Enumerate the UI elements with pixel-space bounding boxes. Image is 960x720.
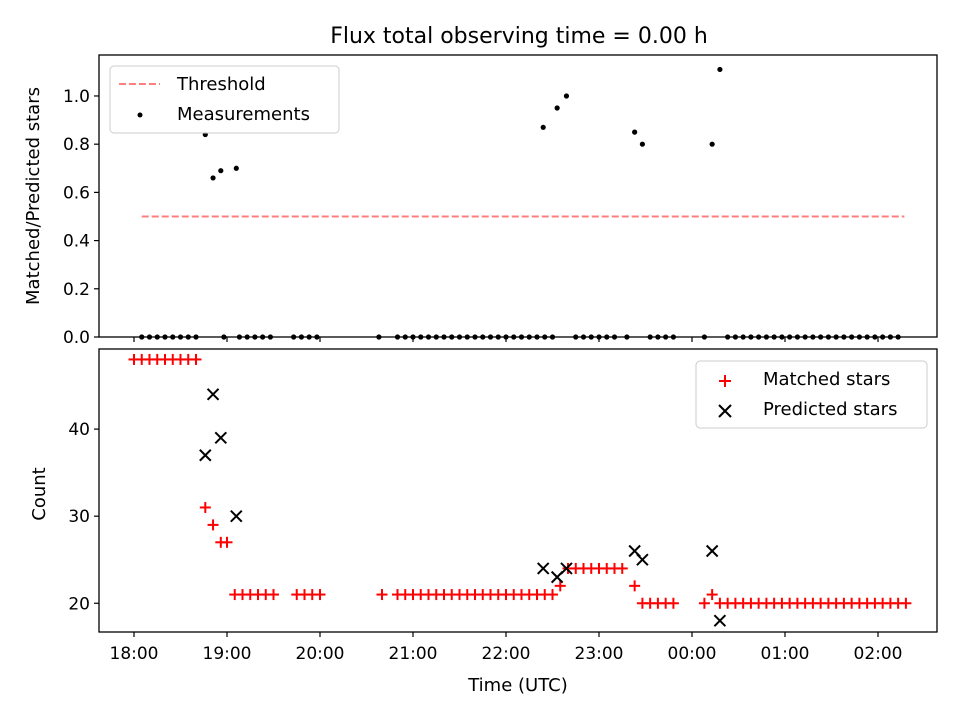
matched-stars-point xyxy=(376,589,388,601)
top-axes-frame xyxy=(98,54,938,338)
predicted-stars-point xyxy=(636,553,649,566)
bottom-x-ticks: 18:00 19:00 20:00 21:00 22:00 23:00 00:00 01:00… xyxy=(110,632,903,664)
bottom-x-tick-label: 20:00 xyxy=(296,644,345,664)
top-legend-box xyxy=(109,65,340,134)
legend-matched-label: Matched stars xyxy=(763,369,890,390)
top-y-tick-label: 0.8 xyxy=(63,135,90,155)
matched-stars-point xyxy=(221,536,233,548)
predicted-stars-point xyxy=(560,562,573,575)
bottom-y-tick-label: 30 xyxy=(68,507,90,527)
measurement-point xyxy=(639,141,646,147)
measurement-point xyxy=(563,93,570,99)
bottom-x-tick-label: 22:00 xyxy=(482,644,531,664)
bottom-x-tick-label: 01:00 xyxy=(761,644,810,664)
measurement-point xyxy=(218,168,224,174)
bottom-legend-box xyxy=(695,360,928,429)
bottom-legend: Matched stars Predicted stars xyxy=(695,360,928,429)
bottom-panel: 20 30 40 18:00 19:00 20:00 21:00 22:00 23:00 00:… xyxy=(29,348,938,696)
top-y-tick-label: 1.0 xyxy=(63,87,90,107)
predicted-stars-point xyxy=(230,509,243,523)
matched-stars-point xyxy=(268,589,279,601)
legend-measurements-label: Measurements xyxy=(177,104,310,125)
measurement-point xyxy=(709,141,715,147)
bottom-x-tick-label: 19:00 xyxy=(203,644,252,664)
measurement-point xyxy=(632,129,638,135)
predicted-stars-point xyxy=(536,562,550,575)
matched-stars-point xyxy=(547,589,558,601)
predicted-stars-point xyxy=(214,431,228,445)
legend-measurements-swatch xyxy=(137,112,143,118)
top-legend: Threshold Measurements xyxy=(109,65,340,134)
measurement-point xyxy=(210,175,216,181)
matched-stars-point xyxy=(900,597,912,609)
matched-stars-point xyxy=(698,597,710,609)
bottom-y-axis-label: Count xyxy=(29,467,50,520)
predicted-stars-point xyxy=(199,449,212,462)
top-y-tick-label: 0.4 xyxy=(63,232,90,252)
matched-stars-point xyxy=(199,501,211,513)
legend-predicted-swatch xyxy=(718,404,732,418)
bottom-x-tick-label: 18:00 xyxy=(110,644,159,664)
bottom-x-tick-label: 21:00 xyxy=(389,644,438,664)
measurement-point xyxy=(717,66,723,73)
bottom-plot-area xyxy=(128,353,912,627)
top-y-ticks: 0.0 0.2 0.4 0.6 0.8 1.0 xyxy=(63,87,99,348)
chart-title: Flux total observing time = 0.00 h xyxy=(330,24,708,49)
matched-stars-point xyxy=(207,519,219,531)
matched-stars-point xyxy=(314,589,326,601)
legend-matched-swatch xyxy=(719,375,731,387)
matched-stars-point xyxy=(554,580,566,592)
bottom-x-tick-label: 02:00 xyxy=(854,644,903,664)
measurement-point xyxy=(540,124,546,130)
top-y-axis-label: Matched/Predicted stars xyxy=(23,87,44,305)
predicted-stars-point xyxy=(206,388,220,401)
bottom-axes-frame xyxy=(98,348,938,633)
measurement-point xyxy=(554,105,560,111)
matched-stars-point xyxy=(706,589,718,601)
top-y-tick-label: 0.2 xyxy=(63,280,90,300)
top-y-tick-label: 0.0 xyxy=(63,328,90,348)
bottom-y-ticks: 20 30 40 xyxy=(68,420,99,614)
bottom-x-tick-label: 23:00 xyxy=(575,644,624,664)
predicted-stars-point xyxy=(705,544,719,558)
matched-stars-point xyxy=(190,353,202,365)
top-y-tick-label: 0.6 xyxy=(63,183,90,203)
legend-threshold-label: Threshold xyxy=(176,74,266,95)
matched-stars-point xyxy=(629,580,641,592)
bottom-y-tick-label: 20 xyxy=(68,594,90,614)
matched-stars-point xyxy=(667,597,679,609)
top-panel: Flux total observing time = 0.00 h 0.00.… xyxy=(23,24,938,348)
measurement-point xyxy=(233,165,239,171)
legend-predicted-label: Predicted stars xyxy=(763,399,897,420)
bottom-x-tick-label: 00:00 xyxy=(668,644,717,664)
matched-stars-point xyxy=(616,562,628,574)
predicted-stars-point xyxy=(713,614,727,627)
x-axis-label: Time (UTC) xyxy=(467,675,568,696)
bottom-y-tick-label: 40 xyxy=(68,420,90,440)
top-x-ticks xyxy=(133,337,879,342)
